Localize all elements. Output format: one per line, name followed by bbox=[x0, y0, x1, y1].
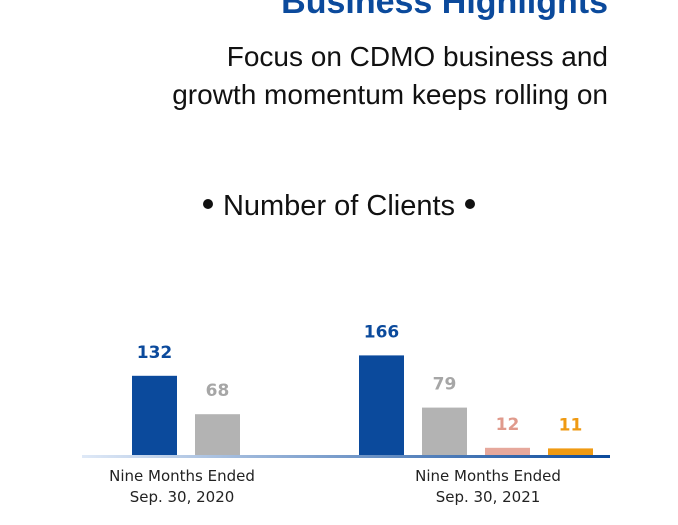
data-label-1-1: 132 bbox=[137, 343, 173, 363]
category-label-line-2: Sep. 30, 2020 bbox=[129, 488, 235, 506]
category-label-line-1: Nine Months Ended bbox=[109, 467, 255, 485]
category-label-line-2: Sep. 30, 2021 bbox=[435, 488, 541, 506]
data-label-2-4: 11 bbox=[559, 415, 583, 435]
category-label-2021: Nine Months Ended Sep. 30, 2021 bbox=[388, 466, 588, 508]
category-label-line-1: Nine Months Ended bbox=[415, 467, 561, 485]
bar-1-1 bbox=[132, 375, 177, 455]
bar-1-2 bbox=[195, 414, 240, 455]
bar-2-2 bbox=[422, 407, 467, 455]
subtitle-line-2: growth momentum keeps rolling on bbox=[172, 79, 608, 110]
bar-2-3 bbox=[485, 447, 530, 455]
data-label-1-2: 68 bbox=[206, 381, 230, 401]
bullet-icon bbox=[465, 199, 476, 210]
subtitle-line-1: Focus on CDMO business and bbox=[226, 41, 608, 72]
bar-2-1 bbox=[359, 355, 404, 455]
chart-heading-text: Number of Clients bbox=[222, 190, 456, 222]
bars-layer: 132 68 166 79 12 11 bbox=[132, 322, 593, 455]
category-label-2020: Nine Months Ended Sep. 30, 2020 bbox=[82, 466, 282, 508]
page-title: Business Highlights bbox=[281, 0, 608, 21]
x-axis-line bbox=[82, 455, 610, 458]
data-label-2-3: 12 bbox=[496, 415, 520, 435]
bullet-icon bbox=[202, 199, 213, 210]
data-label-2-1: 166 bbox=[364, 322, 400, 342]
data-label-2-2: 79 bbox=[433, 375, 457, 395]
chart-heading: Number of Clients bbox=[0, 188, 678, 224]
bar-2-4 bbox=[548, 448, 593, 455]
